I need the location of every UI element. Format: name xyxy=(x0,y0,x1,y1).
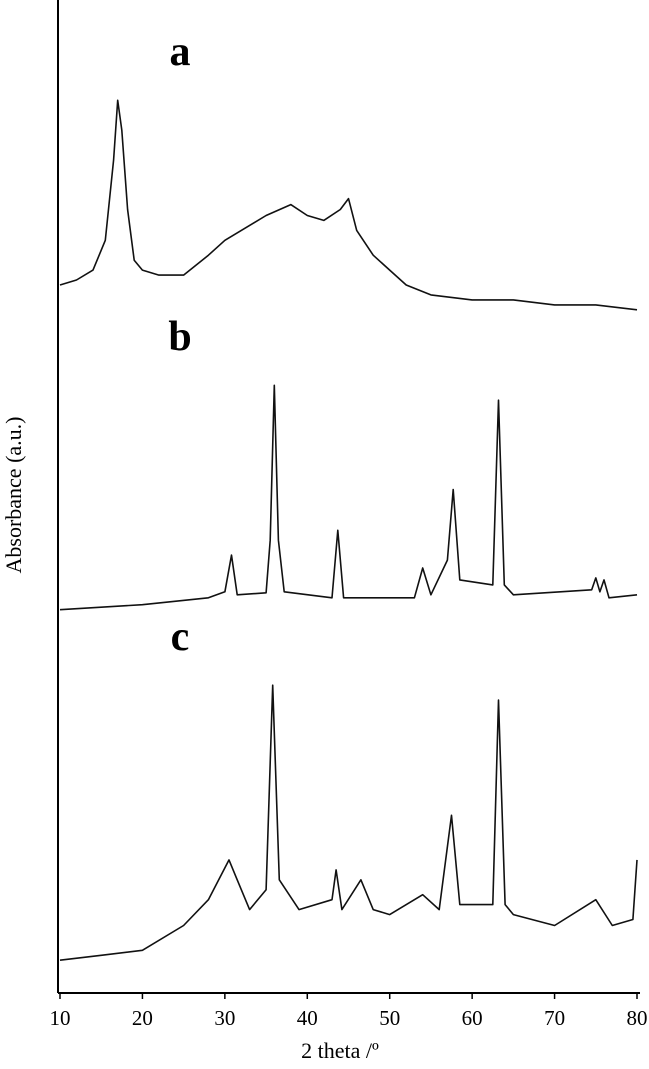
series-label: a xyxy=(170,29,191,75)
x-tick-label: 40 xyxy=(297,1006,318,1030)
series-label: c xyxy=(171,614,190,660)
x-tick-label: 20 xyxy=(132,1006,153,1030)
series-label: b xyxy=(168,314,191,360)
y-axis-title: Absorbance (a.u.) xyxy=(1,417,26,574)
x-tick-label: 80 xyxy=(627,1006,648,1030)
x-tick-label: 50 xyxy=(379,1006,400,1030)
x-tick-label: 10 xyxy=(50,1006,71,1030)
series-line xyxy=(59,99,638,311)
x-tick-label: 70 xyxy=(544,1006,565,1030)
series-line xyxy=(59,684,638,961)
x-tick-label: 30 xyxy=(214,1006,235,1030)
x-tick-label: 60 xyxy=(462,1006,483,1030)
x-axis-title: 2 theta /º xyxy=(301,1038,379,1063)
series-line xyxy=(59,384,638,611)
